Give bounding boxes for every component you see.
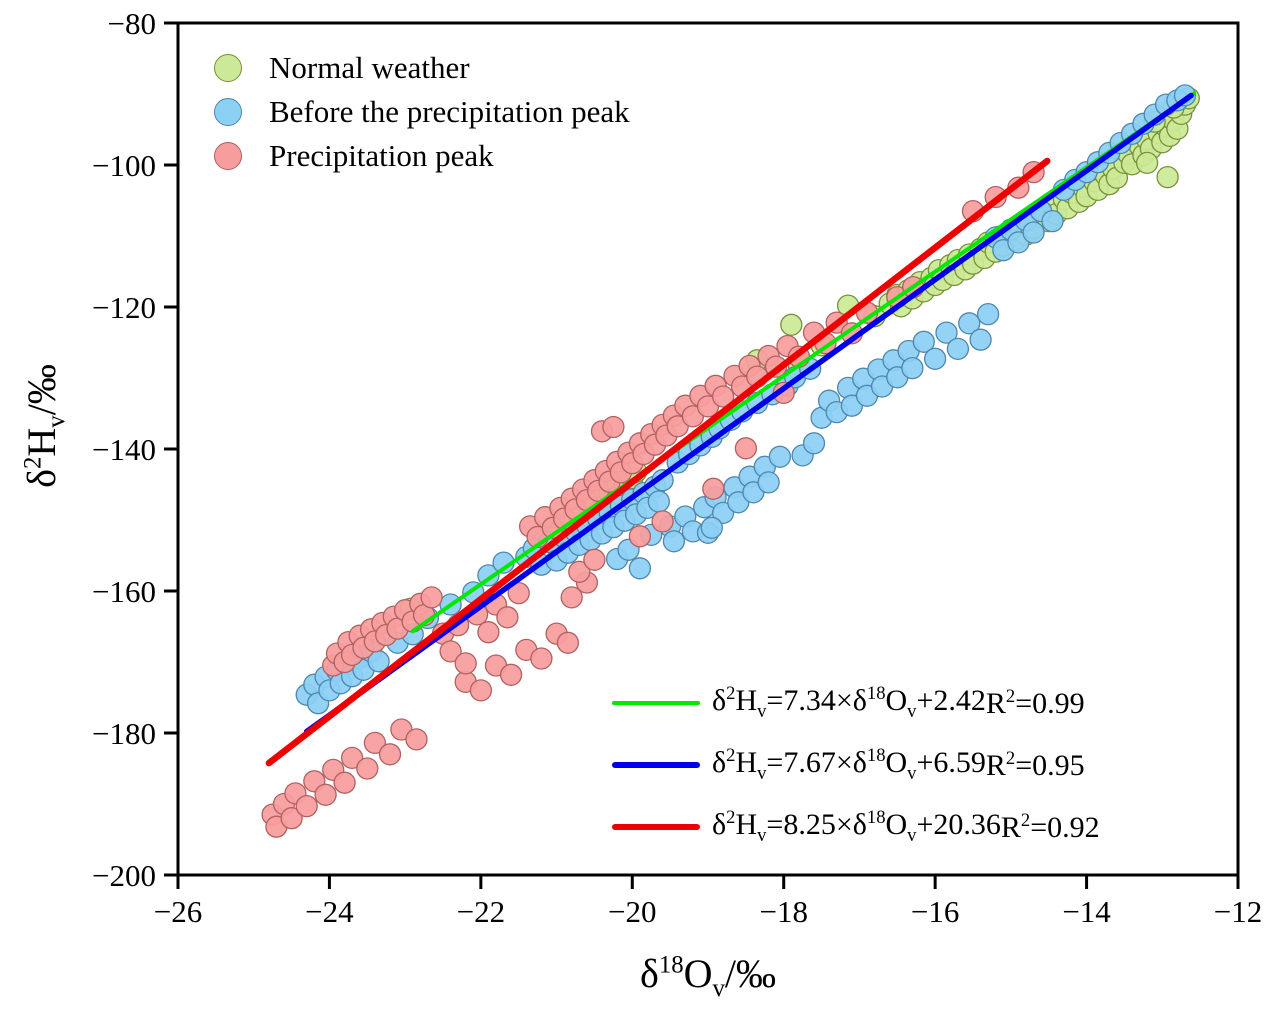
scatter-point [477, 621, 500, 644]
scatter-point [802, 432, 826, 455]
scatter-point [780, 313, 803, 336]
scatter-point [734, 437, 758, 460]
scatter-point [556, 631, 580, 654]
scatter-point [295, 794, 318, 818]
x-tick-label: −18 [759, 894, 807, 929]
equation-text: δ2Hv=7.67×δ18Ov+6.59 [712, 745, 986, 784]
x-tick-label: −14 [1062, 894, 1111, 929]
equation-row-precipitation-peak: δ2Hv=8.25×δ18Ov+20.36 R2=0.92 [612, 796, 1100, 858]
equation-text: δ2Hv=7.34×δ18Ov+2.42 [712, 683, 986, 722]
scatter-point [935, 321, 958, 344]
legend-label: Before the precipitation peak [269, 94, 630, 129]
equation-legend: δ2Hv=7.34×δ18Ov+2.42 R2=0.99 δ2Hv=7.67×δ… [612, 672, 1100, 858]
scatter-point [647, 490, 670, 513]
scatter-point [496, 606, 519, 629]
legend-marker-before-precipitation-peak-icon [214, 98, 242, 126]
scatter-point [280, 807, 303, 830]
scatter-point [628, 557, 652, 580]
r-squared-text: R2=0.95 [985, 747, 1085, 782]
scatter-point [469, 679, 493, 702]
scatter-point [499, 663, 523, 686]
scatter-point [976, 302, 1000, 326]
y-tick-label: −80 [108, 6, 156, 41]
scatter-point [1156, 165, 1179, 189]
axes-ticks: −26 −24 −22 −20 −18 −16 −14 −12 −200 −180 −160 −140… [92, 6, 1262, 929]
y-tick-label: −140 [92, 432, 156, 467]
x-tick-label: −12 [1214, 894, 1262, 929]
scatter-point [602, 415, 625, 439]
scatter-point [912, 330, 935, 353]
scatter-point [405, 728, 428, 751]
fit-line-swatch-blue-icon [612, 762, 700, 768]
scatter-point [969, 328, 992, 351]
legend-item-precipitation-peak: Precipitation peak [214, 134, 630, 178]
y-tick-label: −200 [92, 858, 156, 893]
r-squared-text: R2=0.92 [1000, 809, 1100, 844]
scatter-point [757, 471, 780, 494]
y-tick-label: −100 [92, 148, 156, 183]
scatter-point [946, 337, 970, 361]
scatter-point [1041, 209, 1064, 233]
fit-line-swatch-red-icon [612, 823, 700, 831]
plot-frame [176, 21, 1240, 877]
scatter-point [628, 525, 652, 548]
normal-weather-fit-line [410, 91, 1197, 634]
r-squared-text: R2=0.99 [985, 685, 1085, 720]
x-axis-title: δ18Ov/‰ [639, 951, 777, 1002]
fit-line-swatch-green-icon [612, 701, 700, 705]
legend-label: Normal weather [269, 50, 470, 85]
scatter-point [439, 640, 462, 663]
x-tick-label: −20 [608, 894, 656, 929]
scatter-point [1135, 151, 1159, 175]
scatter-point [711, 385, 735, 408]
scatter-point [662, 530, 686, 553]
scatter-point [901, 356, 924, 380]
scatter-point [768, 445, 792, 468]
y-axis-title: δ2Hv/‰ [19, 364, 70, 488]
y-tick-label: −180 [92, 716, 156, 751]
scatter-point [530, 647, 553, 670]
equation-row-before-precipitation-peak: δ2Hv=7.67×δ18Ov+6.59 R2=0.95 [612, 734, 1100, 796]
scatter-point [923, 347, 947, 370]
equation-text: δ2Hv=8.25×δ18Ov+20.36 [712, 807, 1001, 846]
legend-marker-precipitation-peak-icon [214, 142, 242, 170]
legend-item-before-precipitation-peak: Before the precipitation peak [214, 90, 630, 134]
series-legend: Normal weather Before the precipitation … [214, 46, 630, 178]
scatter-point [700, 516, 723, 539]
x-tick-label: −24 [305, 894, 354, 929]
scatter-point [958, 312, 981, 335]
scatter-point [378, 743, 402, 766]
x-tick-label: −26 [154, 894, 202, 929]
scatter-point [507, 581, 530, 605]
y-tick-label: −120 [92, 290, 156, 325]
scatter-point [454, 652, 477, 675]
scatter-point [651, 510, 674, 533]
scatter-point [340, 746, 364, 770]
scatter-point [333, 771, 356, 794]
scatter-point [711, 501, 735, 525]
scatter-point [420, 586, 443, 609]
scatter-point [356, 757, 379, 780]
scatter-point [702, 477, 725, 500]
scatter-point [314, 783, 337, 806]
scatter-point [583, 548, 606, 571]
legend-label: Precipitation peak [269, 138, 494, 173]
legend-item-normal-weather: Normal weather [214, 46, 630, 90]
scatter-point [363, 731, 387, 755]
scatter-point [560, 586, 583, 609]
before-peak-fit-line [303, 92, 1194, 735]
equation-row-normal-weather: δ2Hv=7.34×δ18Ov+2.42 R2=0.99 [612, 672, 1100, 734]
x-tick-label: −22 [457, 894, 505, 929]
legend-marker-normal-weather-icon [214, 54, 242, 82]
y-tick-label: −160 [92, 574, 156, 609]
precipitation-peak-fit-line [265, 157, 1051, 767]
scatter-point [1022, 221, 1045, 244]
x-tick-label: −16 [911, 894, 959, 929]
scatter-point [568, 560, 591, 583]
